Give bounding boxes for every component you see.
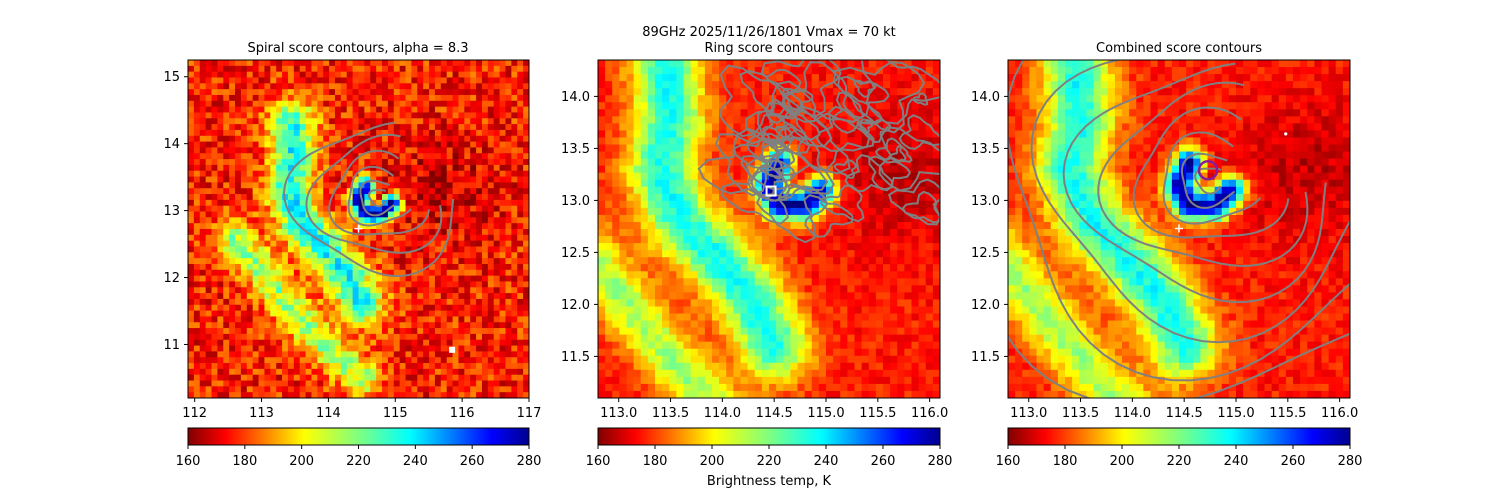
- panel-ring: Ring score contours 113.0 113.5 114.0 114.5…: [561, 41, 953, 489]
- markers-ring: [765, 185, 777, 197]
- colorbar-combined: [1007, 427, 1351, 446]
- marker-circle-2-1: [1197, 159, 1219, 181]
- y-tick-label: 14.0: [561, 90, 590, 105]
- x-tick-label: 114.5: [756, 406, 793, 421]
- colorbar-tick-label: 180: [232, 454, 257, 469]
- x-tick-label: 115: [383, 406, 408, 421]
- colorbar-tick-label: 240: [814, 454, 839, 469]
- y-tick-label: 11: [163, 338, 180, 353]
- y-tick-label: 12.5: [971, 246, 1000, 261]
- x-tick-label: 116.0: [911, 406, 948, 421]
- contours-combined: [1008, 60, 1350, 398]
- x-tick-label: 114.0: [1114, 406, 1151, 421]
- axes-ticks-combined: 113.0 113.5 114.0 114.5 115.0 115.5 116.0 11.5 1…: [971, 90, 1358, 421]
- colorbar-label: Brightness temp, K: [707, 474, 832, 489]
- y-tick-label: 13.5: [561, 142, 590, 157]
- axes-frame-ring: [597, 59, 941, 399]
- x-tick-label: 115.0: [1217, 406, 1254, 421]
- contours-ring: [697, 60, 940, 244]
- x-tick-label: 114.5: [1166, 406, 1203, 421]
- contours-spiral: [282, 121, 455, 277]
- colorbar-tick-label: 280: [928, 454, 953, 469]
- brightness-image-spiral: [188, 60, 529, 398]
- colorbar-tick-label: 260: [871, 454, 896, 469]
- marker-plus-2-0: [1175, 224, 1183, 233]
- colorbar-ticks-combined: 160 180 200 220 240 260 280: [996, 445, 1363, 469]
- colorbar-tick-label: 160: [996, 454, 1021, 469]
- colorbar-tick-label: 180: [643, 454, 668, 469]
- x-tick-label: 113.0: [600, 406, 637, 421]
- y-tick-label: 11.5: [971, 350, 1000, 365]
- y-tick-label: 13.0: [971, 194, 1000, 209]
- colorbar-tick-label: 160: [586, 454, 611, 469]
- panel-title-combined: Combined score contours: [1096, 41, 1262, 56]
- y-tick-label: 11.5: [561, 350, 590, 365]
- x-tick-label: 112: [182, 406, 207, 421]
- colorbar-tick-label: 160: [176, 454, 201, 469]
- y-tick-label: 13.0: [561, 194, 590, 209]
- x-tick-label: 113.5: [1062, 406, 1099, 421]
- figure-suptitle: 89GHz 2025/11/26/1801 Vmax = 70 kt: [642, 25, 896, 40]
- colorbar-tick-label: 240: [1224, 454, 1249, 469]
- markers-combined: [1175, 132, 1288, 233]
- y-tick-label: 15: [163, 70, 180, 85]
- x-tick-label: 115.5: [1269, 406, 1306, 421]
- colorbar-tick-label: 220: [1167, 454, 1192, 469]
- colorbar-tick-label: 280: [1338, 454, 1363, 469]
- colorbar-tick-label: 260: [1281, 454, 1306, 469]
- x-tick-label: 115.5: [859, 406, 896, 421]
- y-tick-label: 12.0: [561, 298, 590, 313]
- y-tick-label: 12.5: [561, 246, 590, 261]
- colorbar-tick-label: 220: [346, 454, 371, 469]
- y-tick-label: 12: [163, 271, 180, 286]
- colorbar-tick-label: 200: [1110, 454, 1135, 469]
- x-tick-label: 117: [517, 406, 542, 421]
- y-tick-label: 13.5: [971, 142, 1000, 157]
- colorbar-spiral: [187, 427, 530, 446]
- y-tick-label: 12.0: [971, 298, 1000, 313]
- x-tick-label: 116.0: [1321, 406, 1358, 421]
- colorbar-tick-label: 220: [757, 454, 782, 469]
- axes-ticks-spiral: 112 113 114 115 116 117 11 12 13 14 15: [163, 70, 541, 421]
- axes-frame-spiral: [187, 59, 530, 399]
- axes-ticks-ring: 113.0 113.5 114.0 114.5 115.0 115.5 116.0 11.5 1…: [561, 90, 948, 421]
- panel-spiral: Spiral score contours, alpha = 8.3 112 11…: [163, 41, 541, 469]
- marker-plus-0-0: [354, 224, 363, 233]
- y-tick-label: 13: [163, 204, 180, 219]
- colorbar-tick-label: 280: [517, 454, 542, 469]
- x-tick-label: 113.0: [1010, 406, 1047, 421]
- x-tick-label: 113.5: [652, 406, 689, 421]
- panel-title-ring: Ring score contours: [704, 41, 833, 56]
- colorbar-tick-label: 180: [1053, 454, 1078, 469]
- x-tick-label: 114: [316, 406, 341, 421]
- x-tick-label: 113: [249, 406, 274, 421]
- colorbar-tick-label: 200: [700, 454, 725, 469]
- marker-square-0-1: [449, 346, 456, 353]
- marker-dot-2-2: [1284, 132, 1288, 136]
- colorbar-ticks-ring: 160 180 200 220 240 260 280: [586, 445, 953, 469]
- colorbar-tick-label: 240: [403, 454, 428, 469]
- x-tick-label: 116: [450, 406, 475, 421]
- markers-spiral: [354, 224, 456, 353]
- axes-frame-combined: [1007, 59, 1351, 399]
- panel-combined: Combined score contours 113.0 113.5 114.0 1…: [971, 41, 1363, 469]
- y-tick-label: 14.0: [971, 90, 1000, 105]
- y-tick-label: 14: [163, 137, 180, 152]
- colorbar-tick-label: 260: [460, 454, 485, 469]
- panel-title-spiral: Spiral score contours, alpha = 8.3: [247, 41, 468, 56]
- colorbar-ticks-spiral: 160 180 200 220 240 260 280: [176, 445, 542, 469]
- x-tick-label: 114.0: [704, 406, 741, 421]
- x-tick-label: 115.0: [807, 406, 844, 421]
- colorbar-ring: [597, 427, 941, 446]
- marker-hollow-square-1-0: [765, 185, 777, 197]
- colorbar-tick-label: 200: [289, 454, 314, 469]
